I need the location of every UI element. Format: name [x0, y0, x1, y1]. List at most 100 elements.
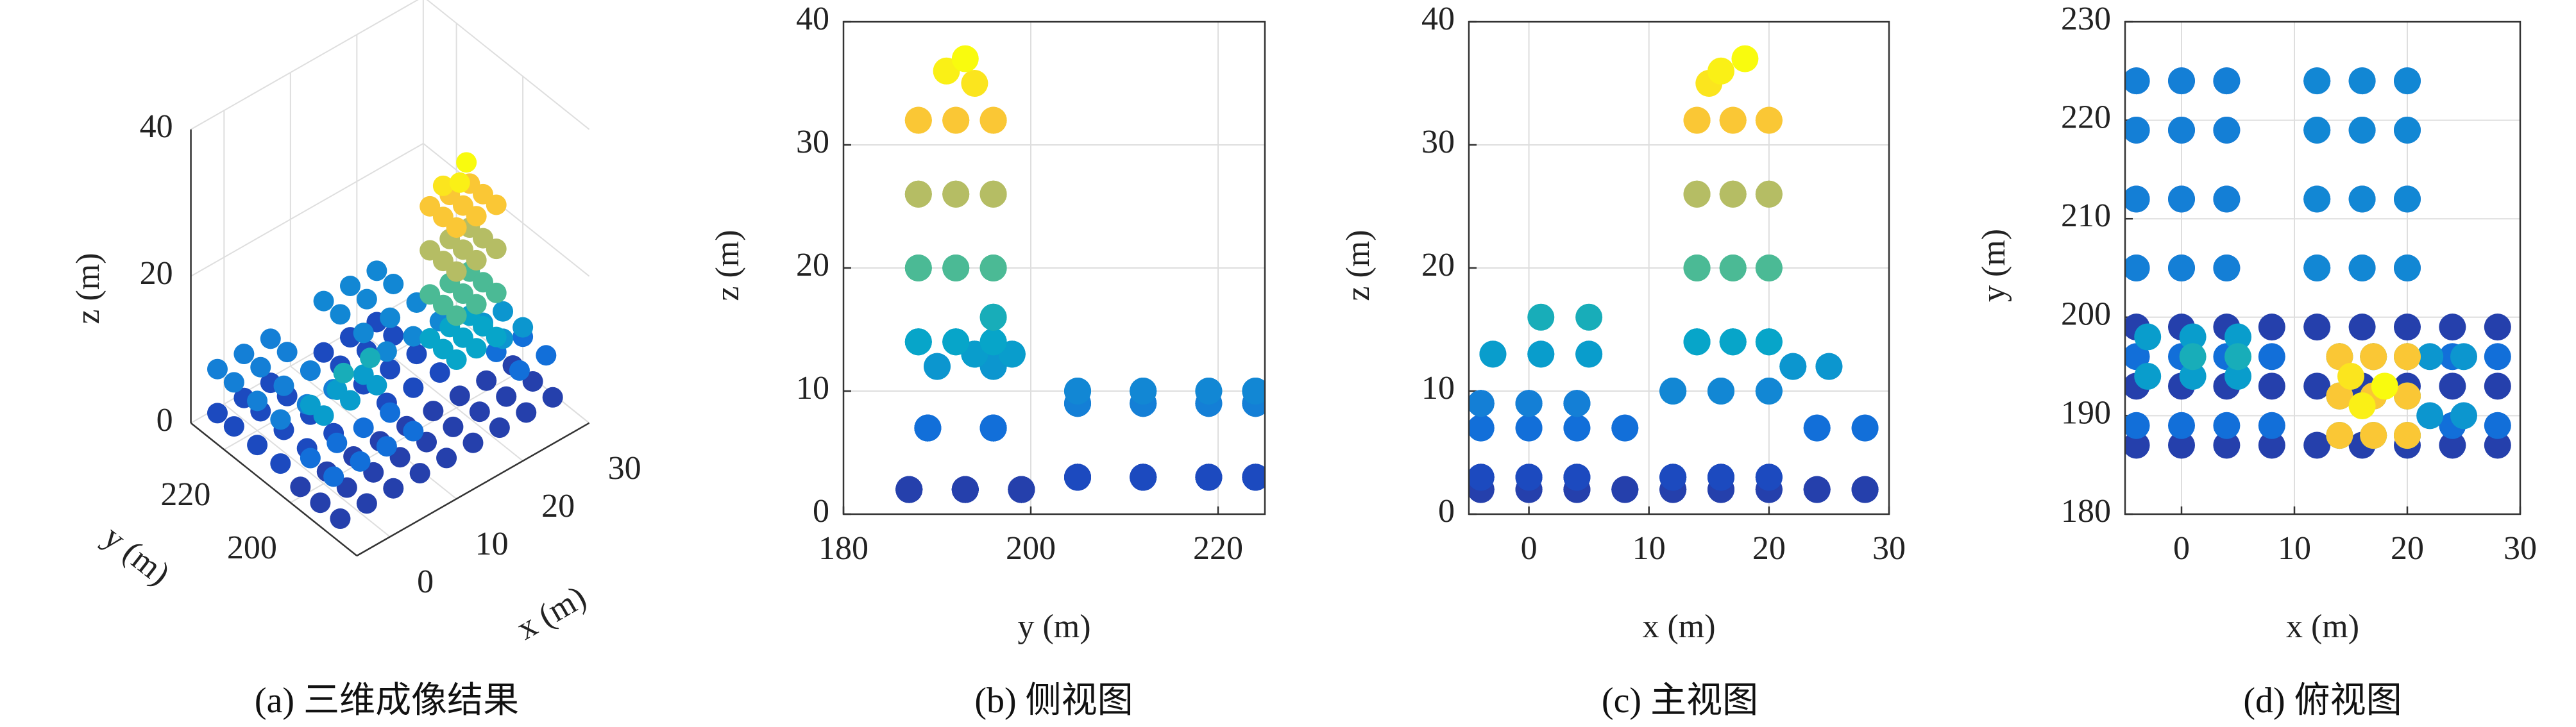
- axis-line: [190, 422, 358, 556]
- point: [383, 325, 404, 346]
- point: [223, 372, 244, 393]
- point: [509, 360, 530, 381]
- point: [489, 417, 510, 439]
- point: [2125, 431, 2150, 459]
- x-tick-label: 0: [417, 564, 434, 600]
- point: [904, 255, 932, 281]
- point: [2416, 402, 2444, 430]
- point: [2258, 372, 2285, 400]
- point: [2394, 343, 2421, 371]
- point: [2450, 343, 2477, 371]
- point: [290, 476, 311, 497]
- point: [979, 328, 1007, 356]
- point: [339, 275, 360, 296]
- point: [270, 409, 291, 430]
- point: [429, 362, 450, 383]
- point: [942, 328, 970, 356]
- point: [2125, 67, 2150, 95]
- x-tick-label: 180: [818, 530, 869, 567]
- point: [979, 414, 1007, 442]
- point: [1515, 414, 1543, 442]
- point: [2258, 431, 2285, 459]
- point: [2224, 323, 2251, 351]
- point: [326, 432, 348, 453]
- point: [300, 360, 321, 381]
- point: [2125, 412, 2150, 439]
- point: [1707, 378, 1734, 405]
- point: [2213, 116, 2241, 144]
- y-tick-label: 20: [796, 247, 829, 283]
- point: [2168, 67, 2195, 95]
- x-tick-label: 30: [2504, 530, 2537, 567]
- point: [409, 463, 430, 484]
- point: [2360, 422, 2387, 449]
- point: [2168, 116, 2195, 144]
- point: [380, 402, 401, 423]
- y-tick-label: 10: [796, 370, 829, 406]
- point: [376, 341, 397, 362]
- point: [1755, 180, 1783, 208]
- point: [1479, 340, 1507, 368]
- x-tick-label: 30: [608, 450, 641, 487]
- point: [1242, 464, 1265, 491]
- point: [513, 317, 534, 338]
- point: [2348, 255, 2376, 281]
- y-tick-label: 180: [2061, 493, 2111, 530]
- point: [1683, 328, 1711, 356]
- point: [2213, 67, 2241, 95]
- point: [250, 356, 271, 378]
- y-tick-label: 200: [227, 530, 277, 566]
- point: [486, 194, 507, 215]
- point: [1755, 255, 1783, 281]
- y-tick-label: 40: [796, 1, 829, 37]
- z-tick-label: 0: [157, 402, 173, 439]
- point: [1563, 390, 1591, 417]
- point: [339, 390, 360, 411]
- point: [2337, 362, 2364, 390]
- point: [1611, 414, 1639, 442]
- point: [366, 374, 387, 396]
- point: [446, 217, 467, 238]
- point: [1659, 378, 1687, 405]
- point: [979, 255, 1007, 281]
- point: [2326, 422, 2353, 449]
- point: [376, 436, 397, 457]
- point: [2484, 431, 2511, 459]
- point: [1130, 464, 1157, 491]
- caption: (c) 主视图: [1602, 681, 1758, 721]
- y-tick-label: 40: [1421, 1, 1455, 37]
- point: [2213, 185, 2241, 213]
- point: [446, 349, 467, 371]
- axes-frame: [1468, 21, 1890, 515]
- point: [1527, 340, 1555, 368]
- point: [2303, 431, 2331, 459]
- point: [904, 328, 932, 356]
- point: [443, 416, 464, 437]
- point: [2348, 67, 2376, 95]
- point: [2303, 67, 2331, 95]
- y-tick-label: 220: [2061, 99, 2111, 136]
- point: [961, 70, 988, 97]
- point: [310, 492, 331, 514]
- point: [895, 476, 923, 503]
- point: [1575, 340, 1603, 368]
- point: [2416, 343, 2444, 371]
- point: [1575, 303, 1603, 331]
- point: [2348, 185, 2376, 213]
- point: [2303, 255, 2331, 281]
- point: [1755, 106, 1783, 134]
- y-tick-label: 30: [1421, 124, 1455, 160]
- point: [486, 282, 507, 303]
- point: [449, 172, 470, 193]
- point: [1803, 476, 1831, 503]
- point: [496, 386, 517, 407]
- point: [2258, 343, 2285, 371]
- point: [366, 260, 387, 281]
- point: [2303, 313, 2331, 341]
- point: [356, 288, 377, 310]
- point: [1707, 57, 1734, 85]
- point: [951, 45, 979, 72]
- point: [1683, 255, 1711, 281]
- point: [2125, 255, 2150, 281]
- y-axis-label: z (m): [1340, 230, 1377, 301]
